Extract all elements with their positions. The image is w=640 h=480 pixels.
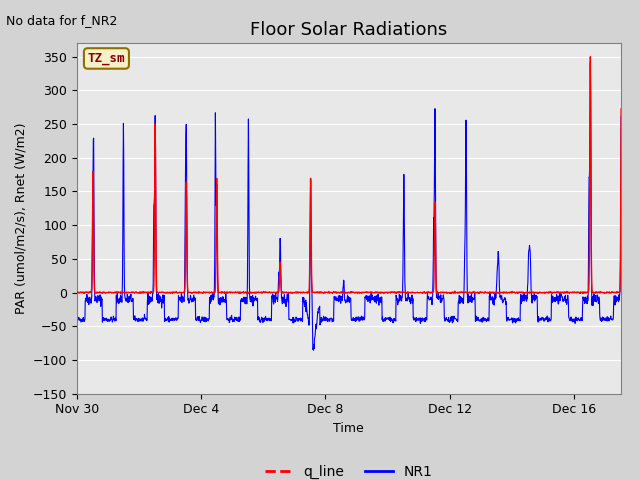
Text: TZ_sm: TZ_sm bbox=[88, 52, 125, 65]
Text: No data for f_NR2: No data for f_NR2 bbox=[6, 14, 118, 27]
Y-axis label: PAR (umol/m2/s), Rnet (W/m2): PAR (umol/m2/s), Rnet (W/m2) bbox=[14, 123, 27, 314]
Legend: q_line, NR1: q_line, NR1 bbox=[259, 459, 438, 480]
X-axis label: Time: Time bbox=[333, 422, 364, 435]
Title: Floor Solar Radiations: Floor Solar Radiations bbox=[250, 21, 447, 39]
